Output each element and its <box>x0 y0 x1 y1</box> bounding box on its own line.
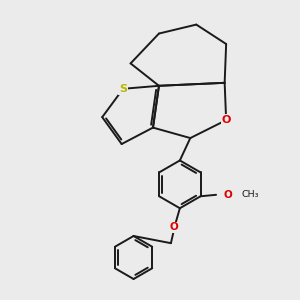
Text: O: O <box>169 222 178 232</box>
Text: CH₃: CH₃ <box>242 190 259 199</box>
Text: S: S <box>119 84 127 94</box>
Text: O: O <box>223 190 232 200</box>
Text: O: O <box>221 115 231 125</box>
